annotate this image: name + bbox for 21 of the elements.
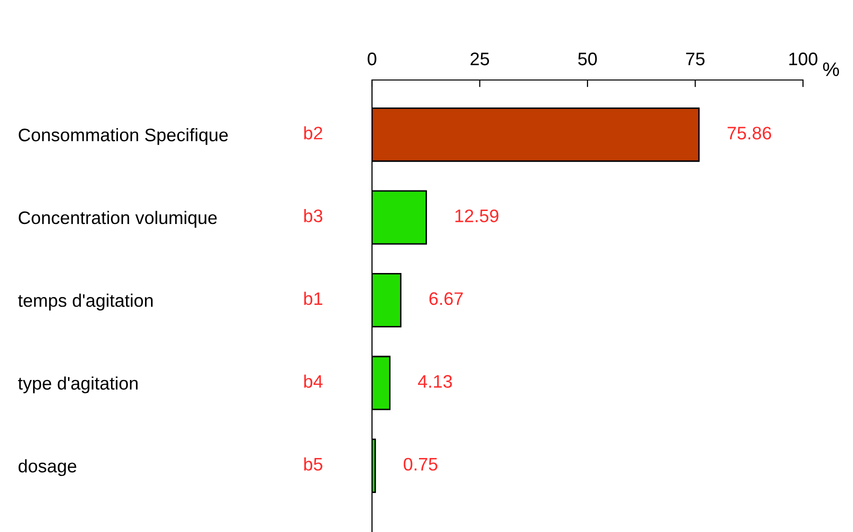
y-tick-label: dosage bbox=[18, 459, 76, 476]
x2-tick-label: 75 bbox=[686, 52, 705, 66]
text: b5 bbox=[304, 457, 322, 471]
data-label: 4.13 bbox=[418, 375, 452, 388]
text: b3 bbox=[304, 209, 322, 222]
x2-tick-label: 100 bbox=[789, 52, 818, 66]
y-tick-label: temps d'agitation bbox=[18, 294, 153, 310]
data-label: 12.59 bbox=[455, 209, 498, 222]
text: b1 bbox=[304, 292, 322, 306]
data-label: 0.75 bbox=[404, 458, 438, 471]
x2-tick-label: 0 bbox=[368, 52, 376, 66]
y-tick-label: Consommation Specifique bbox=[18, 128, 228, 145]
x2-tick-label: 25 bbox=[470, 52, 490, 66]
x2-tick-label: 50 bbox=[578, 52, 597, 66]
data-label: 6.67 bbox=[429, 292, 463, 306]
y-tick-label: Concentration volumique bbox=[18, 210, 217, 228]
text: b2 bbox=[304, 126, 322, 140]
text: b4 bbox=[304, 374, 323, 388]
data-label: 75.86 bbox=[728, 126, 772, 140]
y-tick-label: type d'agitation bbox=[18, 376, 138, 394]
x2-axis-title: % bbox=[823, 62, 839, 76]
